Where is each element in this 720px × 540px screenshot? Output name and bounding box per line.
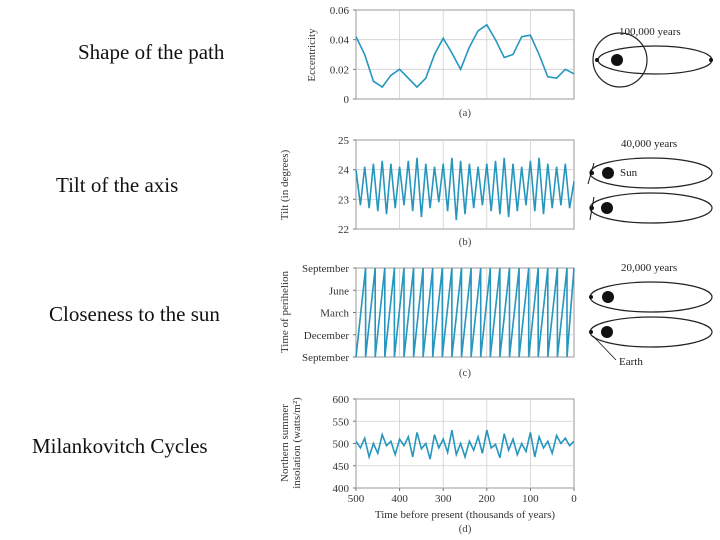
panel-d-xtick-label: 300 — [435, 493, 452, 505]
panel-b-ytick-label: 23 — [338, 194, 350, 206]
row-label-tilt: Tilt of the axis — [56, 173, 179, 197]
insolation-series-line — [355, 429, 575, 460]
panel-d-xtick-label: 500 — [348, 493, 365, 505]
orbit-tilt-diagram: 40,000 years Sun — [587, 138, 713, 224]
prec-earth-icon-top — [589, 295, 593, 299]
tilt-axis-icon-top — [587, 162, 595, 185]
prec-sun-icon-bottom — [601, 326, 613, 338]
ecc-earth-right-icon — [709, 58, 713, 62]
panel-b-ylabel: Tilt (in degrees) — [279, 149, 291, 220]
tilt-axis-icon-bottom — [589, 196, 595, 221]
tilt-sun-icon-top — [602, 167, 614, 179]
orbit-precession-diagram: 20,000 years Earth — [589, 262, 713, 368]
panel-b-ytick-label: 25 — [338, 135, 350, 147]
panel-d-ylabel-line1: Northern summer — [279, 404, 291, 482]
panel-d-ytick-label: 500 — [333, 439, 350, 451]
panel-d-xtick-label: 0 — [571, 493, 577, 505]
tilt-series-line — [355, 157, 575, 221]
orbit-earth-label: Earth — [619, 356, 643, 368]
panel-b-grid — [356, 140, 574, 229]
ecc-earth-left-icon — [595, 58, 599, 62]
orbit-tilt-period-label: 40,000 years — [621, 138, 677, 150]
orbit-prec-period-label: 20,000 years — [621, 262, 677, 274]
tilt-sun-icon-bottom — [601, 202, 613, 214]
row-label-closeness: Closeness to the sun — [49, 302, 220, 326]
panel-b-yticks: 22 23 24 25 — [338, 135, 356, 236]
perihelion-series-line — [355, 267, 575, 358]
panel-a-frame — [355, 9, 575, 100]
row-label-shape: Shape of the path — [78, 40, 225, 64]
panel-d-xtick-label: 100 — [522, 493, 539, 505]
panel-c: September December March June September Time… — [279, 263, 575, 379]
panel-a-yticks: 0 0.02 0.04 0.06 — [330, 5, 356, 106]
panel-d-ylabel-line2: insolation (watts/m²) — [291, 397, 303, 489]
orbit-eccentricity-diagram: 100,000 years — [592, 26, 713, 88]
panel-c-ytick-label: September — [302, 352, 349, 364]
panel-d-caption: (d) — [459, 523, 472, 535]
orbit-ecc-period-label: 100,000 years — [619, 26, 681, 38]
panel-c-ytick-label: September — [302, 263, 349, 275]
panel-a-ytick-label: 0.04 — [330, 35, 350, 47]
panel-a-ytick-label: 0 — [344, 94, 350, 106]
panel-b: 22 23 24 25 Tilt (in degrees) (b) — [279, 135, 575, 248]
panel-d-ytick-label: 450 — [333, 461, 350, 473]
earth-pointer-line — [592, 335, 617, 361]
ecc-circle-orbit — [592, 32, 648, 88]
panel-d-xticks: 500 400 300 200 100 0 — [348, 488, 577, 505]
prec-earth-icon-bottom — [589, 330, 593, 334]
panel-b-caption: (b) — [459, 236, 472, 248]
panel-d-ytick-label: 550 — [333, 416, 350, 428]
panel-c-ytick-label: June — [329, 285, 349, 297]
panel-c-grid — [356, 268, 574, 357]
prec-sun-icon-top — [602, 291, 614, 303]
panel-c-ylabel: Time of perihelion — [279, 270, 291, 353]
orbit-sun-label: Sun — [620, 167, 638, 179]
panel-c-ytick-label: December — [304, 330, 350, 342]
panel-c-caption: (c) — [459, 367, 472, 379]
panel-d-xlabel: Time before present (thousands of years) — [375, 509, 555, 521]
panel-d-ytick-label: 600 — [333, 394, 350, 406]
panel-c-yticks: September December March June September — [302, 263, 356, 364]
panel-b-ytick-label: 22 — [338, 224, 349, 236]
panel-a-grid — [356, 10, 574, 99]
panel-d-yticks: 400 450 500 550 600 — [333, 394, 356, 495]
panel-a: 0 0.02 0.04 0.06 Eccentricity (a) — [306, 5, 575, 119]
panel-a-caption: (a) — [459, 107, 472, 119]
panel-d-xtick-label: 400 — [391, 493, 408, 505]
eccentricity-series-line — [355, 23, 575, 89]
panel-c-ytick-label: March — [320, 308, 349, 320]
panel-d-ytick-label: 400 — [333, 483, 350, 495]
panel-a-ylabel: Eccentricity — [306, 28, 318, 82]
panel-a-ytick-label: 0.02 — [330, 64, 349, 76]
panel-d-xtick-label: 200 — [479, 493, 496, 505]
panel-b-ytick-label: 24 — [338, 165, 350, 177]
ecc-sun-icon — [611, 54, 623, 66]
panel-a-ytick-label: 0.06 — [330, 5, 350, 17]
row-label-milankovitch: Milankovitch Cycles — [32, 434, 208, 458]
